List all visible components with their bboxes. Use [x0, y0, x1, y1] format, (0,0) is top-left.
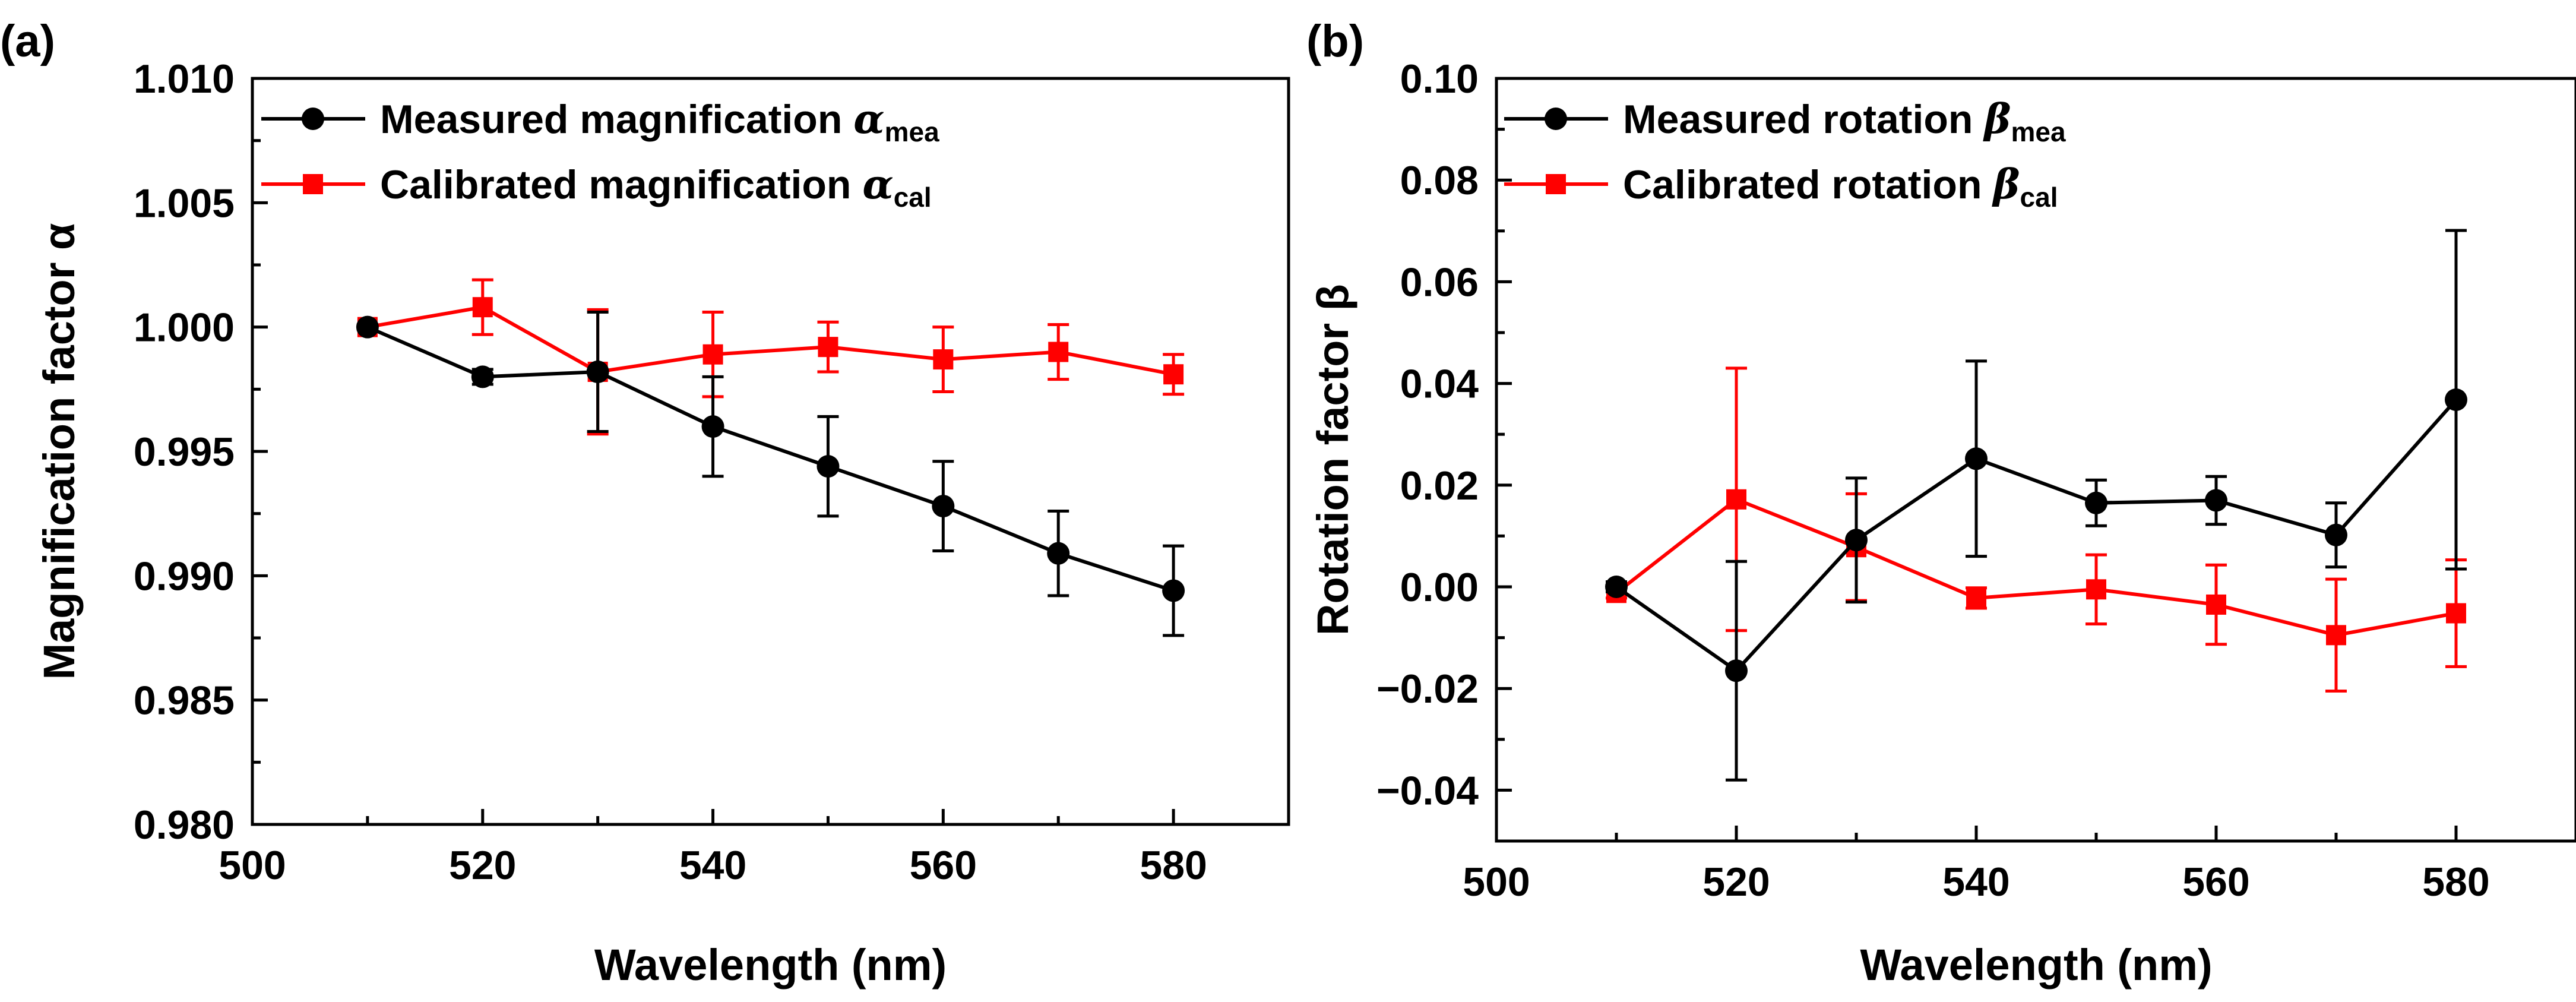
- x-tick-label: 540: [679, 843, 746, 888]
- x-axis-label: Wavelength (nm): [594, 940, 947, 990]
- legend-label: Measured rotation βmea: [1623, 96, 2066, 147]
- data-point: [1605, 576, 1628, 598]
- data-point: [702, 344, 723, 365]
- data-point: [2085, 491, 2107, 514]
- y-tick-label: 0.990: [134, 554, 235, 599]
- series-line: [366, 325, 1175, 593]
- data-point: [1726, 489, 1746, 510]
- data-point: [2326, 625, 2346, 646]
- y-tick-label: 0.02: [1400, 463, 1479, 508]
- series-mea: [356, 311, 1185, 637]
- x-tick-label: 520: [1702, 859, 1770, 905]
- x-tick-label: 500: [219, 843, 286, 888]
- data-point: [817, 455, 840, 478]
- data-point: [2086, 579, 2106, 600]
- series-mea: [1605, 229, 2467, 782]
- y-axis-label: Magnification factor α: [34, 223, 84, 679]
- y-tick-label: 0.10: [1400, 56, 1479, 102]
- data-point: [701, 415, 724, 438]
- data-point: [2206, 594, 2226, 615]
- y-tick-label: 0.995: [134, 429, 235, 475]
- data-point: [1047, 542, 1070, 565]
- legend-label: Calibrated rotation βcal: [1623, 161, 2058, 213]
- chart-panel-a: (a) 500 520 540 560 580 0.980 0.985 0.990 0.995 1.…: [0, 16, 1290, 990]
- y-tick-label: 1.000: [134, 305, 235, 350]
- data-point: [356, 315, 379, 339]
- x-tick-label: 580: [2422, 859, 2489, 905]
- y-tick-label: 0.980: [134, 802, 235, 848]
- panel-label: (a): [0, 16, 55, 67]
- x-tick-label: 560: [910, 843, 977, 888]
- y-tick-label: −0.02: [1376, 666, 1479, 712]
- y-tick-label: 1.010: [134, 56, 235, 102]
- legend-label: Calibrated magnification αcal: [380, 161, 932, 213]
- y-tick-label: −0.04: [1376, 768, 1479, 813]
- series-line: [1615, 497, 2457, 637]
- data-point: [1966, 587, 1986, 608]
- data-point: [1725, 659, 1748, 682]
- data-point: [471, 365, 494, 388]
- data-point: [2325, 523, 2347, 546]
- legend: Measured magnification αmea Calibrated ma…: [261, 96, 939, 213]
- legend-marker: [1545, 108, 1567, 130]
- plot-frame: [1495, 77, 2576, 843]
- data-point: [1163, 364, 1184, 385]
- y-axis-label: Rotation factor β: [1308, 284, 1357, 636]
- data-point: [1845, 529, 1868, 552]
- data-point: [1965, 447, 1988, 470]
- data-point: [1162, 579, 1185, 602]
- data-point: [1048, 342, 1069, 362]
- legend-label: Measured magnification αmea: [380, 96, 939, 147]
- x-tick-label: 560: [2182, 859, 2249, 905]
- legend: Measured rotation βmea Calibrated rotatio…: [1504, 96, 2066, 213]
- data-point: [2205, 489, 2227, 512]
- series-line: [367, 305, 1174, 377]
- y-tick-label: 0.00: [1400, 565, 1479, 610]
- y-tick-label: 0.04: [1400, 362, 1479, 407]
- x-tick-label: 580: [1140, 843, 1207, 888]
- x-axis-label: Wavelength (nm): [1860, 940, 2212, 990]
- x-tick-label: 540: [1942, 859, 2009, 905]
- y-tick-label: 0.06: [1400, 260, 1479, 305]
- legend-marker: [303, 174, 323, 194]
- panel-label: (b): [1306, 16, 1364, 67]
- data-point: [586, 361, 609, 384]
- x-tick-label: 520: [449, 843, 516, 888]
- data-point: [472, 297, 493, 318]
- series-cal: [356, 278, 1185, 436]
- data-point: [932, 495, 955, 518]
- x-tick-label: 500: [1463, 859, 1530, 905]
- legend-marker: [302, 108, 324, 130]
- data-point: [933, 349, 954, 370]
- y-tick-label: 1.005: [134, 181, 235, 226]
- y-tick-label: 0.985: [134, 678, 235, 723]
- y-tick-label: 0.08: [1400, 158, 1479, 203]
- series-line: [1615, 399, 2458, 674]
- data-point: [818, 337, 838, 358]
- chart-panel-b: (b) 500 520 540 560 580 −0.04 −0.02 0.00 0.02 0.04…: [1306, 16, 2576, 990]
- legend-marker: [1546, 174, 1566, 194]
- data-point: [2446, 603, 2466, 624]
- data-point: [2445, 388, 2467, 411]
